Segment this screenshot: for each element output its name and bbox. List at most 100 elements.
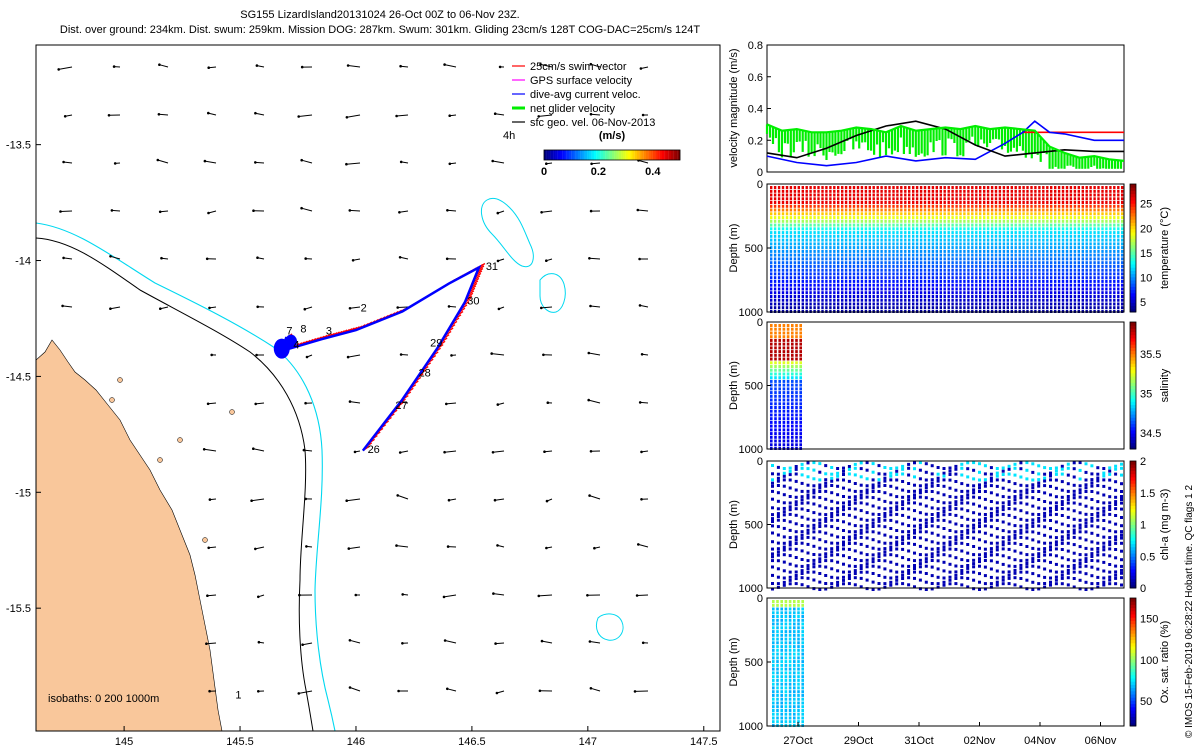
temperature-sample [876, 287, 879, 291]
chlorophyll-sample [972, 461, 976, 465]
temperature-sample [923, 283, 927, 287]
temperature-sample [919, 234, 923, 238]
temperature-sample [1089, 279, 1092, 283]
temperature-sample [1085, 227, 1088, 231]
temperature-sample [1006, 238, 1009, 242]
salinity-sample [795, 335, 798, 339]
temperature-sample [912, 257, 915, 261]
chlorophyll-sample [771, 513, 774, 517]
temperature-sample [1089, 298, 1092, 302]
temperature-sample [1057, 279, 1061, 283]
temperature-sample [1109, 295, 1112, 298]
temperature-sample [927, 291, 931, 295]
temperature-sample [1006, 231, 1009, 235]
temperature-sample [801, 283, 804, 287]
temperature-sample [1101, 234, 1104, 238]
temperature-sample [963, 264, 966, 268]
temperature-sample [860, 227, 864, 231]
temperature-sample [1065, 193, 1069, 197]
temperature-sample [931, 279, 935, 283]
temperature-sample [1073, 227, 1077, 231]
temperature-sample [896, 193, 899, 197]
temperature-sample [935, 253, 938, 257]
temperature-sample [1097, 219, 1100, 223]
temperature-sample [797, 268, 800, 272]
temperature-sample [844, 253, 848, 257]
temperature-sample [983, 272, 986, 276]
temperature-sample [809, 223, 812, 227]
map-colorbar-cell [673, 150, 676, 160]
temperature-sample [777, 268, 781, 272]
chlorophyll-sample [818, 462, 822, 466]
temperature-sample [939, 223, 942, 227]
temperature-sample [959, 272, 962, 276]
temperature-section-colorbar-tick-label: 25 [1140, 199, 1152, 211]
temperature-sample [931, 219, 935, 223]
temperature-sample [1042, 231, 1045, 235]
temperature-sample [1121, 257, 1124, 261]
temperature-sample [777, 295, 781, 298]
temperature-sample [1077, 223, 1080, 227]
temperature-sample [912, 268, 915, 272]
temperature-sample [959, 201, 962, 204]
temperature-sample [1026, 287, 1029, 291]
chlorophyll-sample [966, 524, 970, 528]
temperature-sample [892, 291, 895, 295]
temperature-sample [1042, 264, 1045, 268]
temperature-sample [1050, 208, 1053, 212]
temperature-sample [1026, 264, 1029, 268]
chlorophyll-sample [877, 517, 881, 520]
temperature-sample [825, 201, 828, 204]
temperature-sample [1006, 242, 1009, 246]
sfc-velocity-arrowhead [442, 595, 446, 599]
salinity-sample [795, 428, 798, 432]
temperature-sample [773, 246, 777, 250]
temperature-sample [864, 287, 868, 291]
temperature-sample [848, 264, 852, 268]
salinity-sample [778, 342, 781, 346]
temperature-sample [1026, 204, 1029, 208]
temperature-sample [1010, 238, 1013, 242]
salinity-sample [791, 350, 794, 354]
temperature-sample [1101, 249, 1104, 253]
temperature-sample [770, 302, 773, 306]
chlorophyll-sample [954, 495, 958, 499]
temperature-sample [935, 193, 938, 197]
salinity-sample [786, 398, 790, 402]
sfc-velocity-arrowhead [537, 594, 541, 598]
temperature-sample [947, 298, 950, 302]
temperature-sample [1006, 272, 1009, 276]
salinity-sample [774, 342, 777, 346]
chlorophyll-sample [794, 547, 798, 551]
temperature-sample [1097, 212, 1100, 216]
temperature-sample [1109, 306, 1112, 310]
sfc-velocity-arrowhead [156, 158, 160, 162]
temperature-sample [1057, 219, 1061, 223]
temperature-sample [781, 295, 785, 298]
temperature-sample [892, 272, 895, 276]
sfc-velocity-arrowhead [254, 111, 257, 115]
temperature-sample [892, 193, 895, 197]
temperature-sample [1061, 212, 1065, 216]
temperature-sample [1038, 291, 1041, 295]
temperature-sample [1081, 216, 1084, 220]
chlorophyll-sample [788, 469, 792, 473]
salinity-sample [795, 376, 798, 380]
temperature-sample [1010, 242, 1013, 246]
temperature-sample [821, 204, 824, 208]
salinity-sample [778, 391, 781, 395]
map-colorbar-cell [580, 150, 583, 160]
temperature-sample [1034, 268, 1037, 272]
chlorophyll-sample [978, 483, 981, 487]
temperature-sample [947, 291, 950, 295]
temperature-sample [975, 257, 978, 261]
chlorophyll-sample [836, 501, 840, 505]
temperature-sample [1010, 219, 1013, 223]
chlorophyll-sample [989, 476, 993, 480]
temperature-sample [967, 201, 970, 204]
temperature-sample [876, 242, 879, 246]
temperature-sample [1077, 298, 1080, 302]
temperature-sample [770, 242, 773, 246]
chlorophyll-sample [983, 587, 987, 591]
temperature-sample [1006, 223, 1009, 227]
